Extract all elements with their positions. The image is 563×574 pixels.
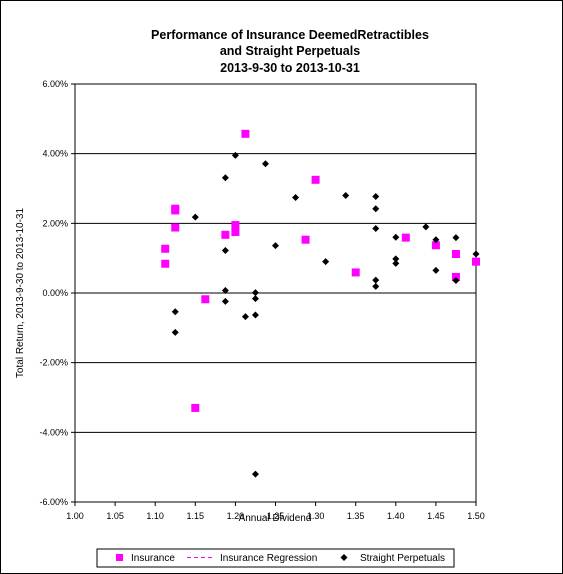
straight-perpetual-point xyxy=(432,236,440,244)
straight-perpetual-point xyxy=(432,266,440,274)
insurance-point xyxy=(241,129,250,138)
x-tick-label: 1.20 xyxy=(227,511,245,521)
legend-insurance-marker xyxy=(116,554,123,561)
x-tick-label: 1.10 xyxy=(146,511,164,521)
y-axis-label: Total Return, 2013-9-30 to 2013-10-31 xyxy=(15,208,26,379)
insurance-point xyxy=(472,257,480,266)
straight-perpetual-point xyxy=(292,194,300,202)
y-tick-label: -2.00% xyxy=(39,358,68,368)
insurance-point xyxy=(311,175,320,184)
y-tick-label: 6.00% xyxy=(42,79,68,89)
straight-perpetual-point xyxy=(251,470,259,478)
y-tick-label: 2.00% xyxy=(42,218,68,228)
insurance-point xyxy=(201,295,210,304)
straight-perpetual-point xyxy=(392,255,400,263)
straight-perpetual-point xyxy=(171,308,179,316)
straight-perpetual-point xyxy=(372,225,380,233)
straight-perpetual-point xyxy=(171,328,179,336)
straight-perpetual-point xyxy=(372,282,380,290)
x-tick-label: 1.15 xyxy=(187,511,205,521)
straight-perpetual-point xyxy=(452,234,460,242)
straight-perpetual-point xyxy=(372,276,380,284)
straight-perpetual-point xyxy=(392,233,400,241)
y-tick-label: 4.00% xyxy=(42,149,68,159)
insurance-point xyxy=(191,403,200,412)
insurance-point xyxy=(171,223,180,232)
insurance-point xyxy=(401,233,410,242)
y-tick-label: -4.00% xyxy=(39,427,68,437)
x-tick-label: 1.30 xyxy=(307,511,325,521)
straight-perpetual-point xyxy=(221,297,229,305)
x-tick-label: 1.25 xyxy=(267,511,285,521)
straight-perpetual-point xyxy=(322,258,330,266)
insurance-point xyxy=(221,230,230,239)
straight-perpetual-point xyxy=(251,311,259,319)
y-tick-label: -6.00% xyxy=(39,497,68,507)
x-tick-label: 1.00 xyxy=(66,511,84,521)
y-axis: -6.00% -4.00% -2.00% 0.00% 2.00% 4.00% 6.00% xyxy=(39,79,75,507)
insurance-point xyxy=(451,249,460,258)
chart-title-line-3: 2013-9-30 to 2013-10-31 xyxy=(220,61,360,75)
data-points xyxy=(161,129,480,478)
straight-perpetual-point xyxy=(251,289,259,297)
straight-perpetual-point xyxy=(221,174,229,182)
insurance-point xyxy=(301,235,310,244)
straight-perpetual-point xyxy=(452,276,460,284)
insurance-point xyxy=(431,241,440,250)
legend-box xyxy=(96,548,455,568)
y-tick-label: 0.00% xyxy=(42,288,68,298)
straight-perpetual-point xyxy=(272,242,279,250)
insurance-point xyxy=(161,259,170,268)
x-tick-label: 1.40 xyxy=(387,511,405,521)
x-tick-label: 1.05 xyxy=(106,511,124,521)
insurance-point xyxy=(161,244,170,253)
straight-perpetual-point xyxy=(221,287,229,295)
legend: Insurance Insurance Regression Straight … xyxy=(96,548,455,568)
insurance-point xyxy=(231,228,240,237)
chart-title-line-1: Performance of Insurance DeemedRetractib… xyxy=(151,28,429,42)
straight-perpetual-point xyxy=(261,160,269,168)
straight-perpetual-point xyxy=(342,191,350,199)
straight-perpetual-point xyxy=(422,223,430,231)
straight-perpetual-point xyxy=(392,259,400,267)
straight-perpetual-point xyxy=(191,213,199,221)
x-axis: 1.00 1.05 1.10 1.15 1.20 1.25 1.30 1.35 1.40 1.45… xyxy=(66,502,485,521)
grid xyxy=(75,153,476,433)
legend-regression-label: Insurance Regression xyxy=(220,553,317,564)
insurance-point xyxy=(231,221,240,230)
straight-perpetual-point xyxy=(221,247,229,255)
legend-perpetuals-marker xyxy=(340,554,348,561)
legend-insurance-label: Insurance xyxy=(131,553,175,564)
x-tick-label: 1.50 xyxy=(467,511,485,521)
insurance-point xyxy=(351,268,360,277)
x-tick-label: 1.45 xyxy=(427,511,445,521)
straight-perpetual-point xyxy=(372,193,380,201)
x-tick-label: 1.35 xyxy=(347,511,365,521)
chart-title: Performance of Insurance DeemedRetractib… xyxy=(151,28,429,75)
straight-perpetual-point xyxy=(231,151,239,159)
straight-perpetual-point xyxy=(372,205,380,213)
chart-title-line-2: and Straight Perpetuals xyxy=(220,44,360,58)
straight-perpetual-point xyxy=(251,295,259,303)
x-axis-label: Annual Dividend xyxy=(239,513,312,524)
straight-perpetual-point xyxy=(472,250,480,258)
straight-perpetual-point xyxy=(241,313,249,321)
insurance-point xyxy=(171,206,180,215)
legend-perpetuals-label: Straight Perpetuals xyxy=(360,553,445,564)
